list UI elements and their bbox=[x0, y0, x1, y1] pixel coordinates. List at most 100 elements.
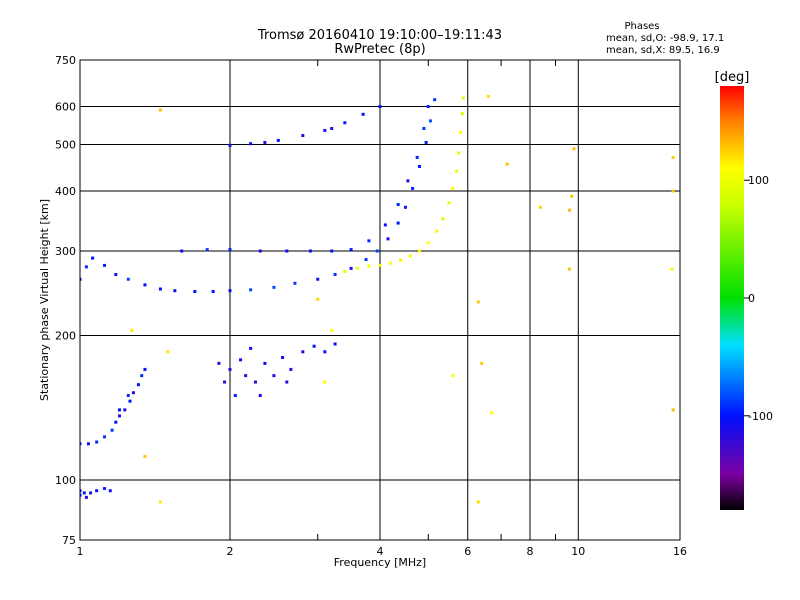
data-point bbox=[476, 500, 480, 504]
colorbar-tick-label: 0 bbox=[748, 292, 755, 305]
data-point bbox=[490, 411, 494, 415]
data-point bbox=[158, 287, 162, 291]
data-point bbox=[91, 256, 95, 260]
data-point bbox=[217, 361, 221, 365]
data-point bbox=[205, 248, 209, 252]
data-point bbox=[433, 98, 437, 102]
data-point bbox=[505, 162, 509, 166]
data-point bbox=[173, 289, 177, 293]
chart-title: Tromsø 20160410 19:10:00–19:11:43 bbox=[257, 28, 502, 43]
data-point bbox=[211, 290, 215, 294]
data-point bbox=[293, 281, 297, 285]
data-point bbox=[426, 241, 430, 245]
data-point bbox=[567, 208, 571, 212]
data-point bbox=[451, 186, 455, 190]
data-point bbox=[289, 367, 293, 371]
data-point bbox=[103, 487, 107, 491]
data-point bbox=[458, 130, 462, 134]
y-tick-label: 500 bbox=[55, 139, 76, 152]
data-point bbox=[333, 342, 337, 346]
data-point bbox=[396, 221, 400, 225]
data-point bbox=[103, 263, 107, 267]
data-point bbox=[670, 267, 674, 271]
data-point bbox=[671, 155, 675, 159]
data-point bbox=[406, 179, 410, 183]
data-point bbox=[158, 108, 162, 112]
data-point bbox=[84, 265, 88, 269]
y-tick-label: 750 bbox=[55, 54, 76, 67]
data-point bbox=[323, 380, 327, 384]
data-point bbox=[447, 201, 451, 205]
data-point bbox=[378, 263, 382, 267]
data-point bbox=[143, 283, 147, 287]
data-point bbox=[140, 374, 144, 378]
data-point bbox=[408, 254, 412, 258]
data-point bbox=[671, 189, 675, 193]
data-point bbox=[308, 249, 312, 253]
data-point bbox=[258, 394, 262, 398]
data-point bbox=[136, 383, 140, 387]
data-point bbox=[486, 94, 490, 98]
data-point bbox=[253, 380, 257, 384]
data-point bbox=[316, 297, 320, 301]
data-point bbox=[361, 112, 365, 116]
x-tick-label: 16 bbox=[673, 545, 687, 558]
data-point bbox=[349, 266, 353, 270]
data-point bbox=[84, 495, 88, 499]
data-point bbox=[451, 374, 455, 378]
y-tick-label: 400 bbox=[55, 185, 76, 198]
data-point bbox=[417, 164, 421, 168]
data-point bbox=[117, 414, 121, 418]
data-point bbox=[333, 273, 337, 277]
data-point bbox=[411, 186, 415, 190]
data-point bbox=[249, 346, 253, 350]
data-point bbox=[399, 258, 403, 262]
data-point bbox=[455, 169, 459, 173]
data-point bbox=[103, 435, 107, 439]
data-point bbox=[355, 266, 359, 270]
y-tick-label: 75 bbox=[62, 534, 76, 547]
colorbar-tick-label: -100 bbox=[748, 410, 773, 423]
data-point bbox=[272, 374, 276, 378]
chart-subtitle: RwPretec (8p) bbox=[334, 42, 425, 57]
data-point bbox=[126, 277, 130, 281]
data-point bbox=[228, 289, 232, 293]
data-point bbox=[80, 489, 82, 493]
data-point bbox=[441, 217, 445, 221]
data-point bbox=[239, 358, 243, 362]
data-point bbox=[417, 249, 421, 253]
colorbar-ticks: 100 0 -100 bbox=[744, 174, 773, 423]
data-point bbox=[228, 367, 232, 371]
data-point bbox=[572, 147, 576, 151]
data-point bbox=[117, 408, 121, 412]
data-point bbox=[276, 138, 280, 142]
data-point bbox=[367, 264, 371, 268]
data-point bbox=[367, 239, 371, 243]
data-point bbox=[130, 328, 134, 332]
data-point bbox=[389, 261, 393, 265]
data-point bbox=[95, 489, 99, 493]
data-point bbox=[244, 374, 248, 378]
data-point bbox=[281, 355, 285, 359]
data-point bbox=[272, 285, 276, 289]
data-point bbox=[82, 491, 86, 495]
x-tick-label: 6 bbox=[464, 545, 471, 558]
data-point bbox=[143, 367, 147, 371]
data-point bbox=[312, 344, 316, 348]
y-axis-label: Stationary phase Virtual Height [km] bbox=[38, 199, 51, 401]
data-point bbox=[228, 143, 232, 147]
data-point bbox=[158, 500, 162, 504]
data-point bbox=[166, 350, 170, 354]
data-point bbox=[80, 442, 82, 446]
data-point bbox=[403, 205, 407, 209]
data-point bbox=[476, 300, 480, 304]
data-point bbox=[567, 267, 571, 271]
data-point bbox=[249, 288, 253, 292]
data-point bbox=[110, 428, 114, 432]
data-point bbox=[396, 202, 400, 206]
data-point bbox=[330, 328, 334, 332]
data-point bbox=[123, 408, 127, 412]
data-point bbox=[180, 249, 184, 253]
data-point bbox=[375, 249, 379, 253]
